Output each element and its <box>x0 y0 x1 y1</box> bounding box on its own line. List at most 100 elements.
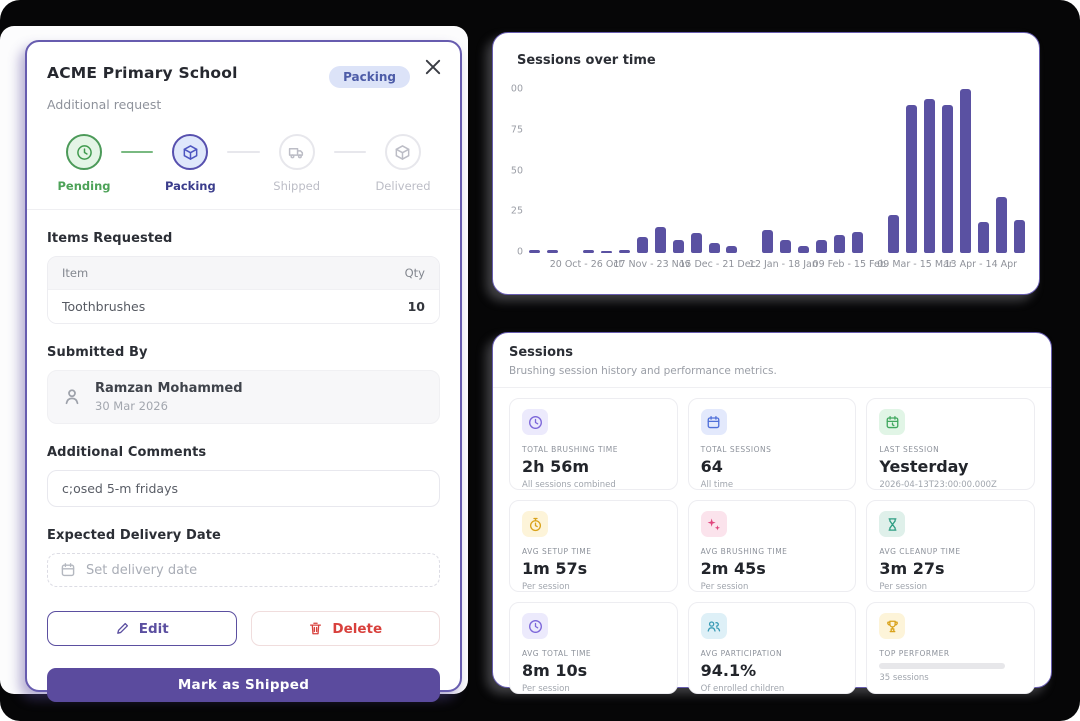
truck-icon <box>288 144 305 161</box>
stepper-step-pending: Pending <box>49 134 119 193</box>
redacted-value <box>879 663 1005 669</box>
metric-card: AVG TOTAL TIME 8m 10s Per session <box>509 602 678 694</box>
metrics-grid: TOTAL BRUSHING TIME 2h 56m All sessions … <box>509 398 1035 694</box>
metric-value: 94.1% <box>700 661 757 680</box>
y-tick-label: 25 <box>510 205 523 217</box>
x-tick-label: 09 Feb - 15 Feb <box>812 259 886 270</box>
request-details-modal: ACME Primary School Packing Additional r… <box>25 40 462 702</box>
column-qty: Qty <box>404 266 425 280</box>
metric-label: AVG SETUP TIME <box>522 547 592 556</box>
chart-bar <box>546 249 558 253</box>
stepper-label: Shipped <box>273 179 321 193</box>
calendar-icon <box>706 415 721 430</box>
metric-note: Of enrolled children <box>700 684 785 694</box>
users-icon <box>706 619 721 634</box>
sparkles-icon <box>706 517 721 532</box>
metric-note: All time <box>700 480 734 490</box>
metric-label: TOP PERFORMER <box>879 649 950 658</box>
chart-bar <box>780 239 792 253</box>
y-tick-label: 75 <box>510 124 523 136</box>
metric-card: TOTAL BRUSHING TIME 2h 56m All sessions … <box>509 398 678 490</box>
timer-icon <box>528 517 543 532</box>
x-tick-label: 20 Oct - 26 Oct <box>549 259 623 270</box>
x-tick-label: 17 Nov - 23 Nov <box>613 259 691 270</box>
metric-label: AVG BRUSHING TIME <box>700 547 788 556</box>
package-icon <box>394 144 411 161</box>
column-item: Item <box>62 266 89 280</box>
chart-bar <box>888 215 900 253</box>
items-requested-heading: Items Requested <box>47 231 173 246</box>
metric-value: 2h 56m <box>522 457 590 476</box>
sessions-metrics-card: Sessions Brushing session history and pe… <box>492 332 1052 694</box>
comments-field: c;osed 5-m fridays <box>47 470 440 507</box>
chart-bar <box>977 221 989 253</box>
chart-bar <box>923 98 935 253</box>
chart-bar <box>941 105 953 253</box>
modal-header: ACME Primary School Packing <box>47 58 441 88</box>
chart-bar <box>529 249 540 253</box>
metric-value: 1m 57s <box>522 559 588 578</box>
divider <box>493 387 1051 388</box>
metric-value: Yesterday <box>879 457 969 476</box>
table-header: Item Qty <box>48 257 439 289</box>
metric-value: 2m 45s <box>700 559 766 578</box>
chart-bar <box>995 197 1007 253</box>
metric-note: Per session <box>879 582 928 592</box>
metric-note: Per session <box>700 582 749 592</box>
chart-bar <box>582 249 594 253</box>
chart-bar <box>798 246 810 253</box>
calendar-clock-icon <box>885 415 900 430</box>
chart-bar <box>852 231 864 253</box>
metric-card: TOP PERFORMER 35 sessions <box>866 602 1035 694</box>
chart-bar <box>906 105 918 253</box>
modal-subtitle: Additional request <box>47 97 162 112</box>
chart-bar <box>816 239 828 253</box>
bar-series <box>529 89 1025 253</box>
submitted-by-card: Ramzan Mohammed 30 Mar 2026 <box>47 370 440 424</box>
calendar-icon <box>60 562 76 578</box>
package-icon <box>182 144 199 161</box>
clock-icon <box>76 144 93 161</box>
delete-button[interactable]: Delete <box>250 611 440 646</box>
stepper-label: Pending <box>57 179 111 193</box>
metric-card: AVG PARTICIPATION 94.1% Of enrolled chil… <box>687 602 857 694</box>
items-table: Item Qty Toothbrushes 10 <box>47 256 440 324</box>
additional-comments-heading: Additional Comments <box>47 445 207 460</box>
delivery-date-input[interactable]: Set delivery date <box>47 553 440 587</box>
chart-bar <box>762 230 774 253</box>
page-title: ACME Primary School <box>47 64 238 82</box>
chart-bar <box>1013 220 1025 253</box>
metric-label: TOTAL BRUSHING TIME <box>522 445 618 454</box>
status-badge: Packing <box>329 66 410 88</box>
metric-value: 64 <box>700 457 723 476</box>
metric-card: TOTAL SESSIONS 64 All time <box>687 398 857 490</box>
delivery-date-placeholder: Set delivery date <box>86 562 198 578</box>
pencil-icon <box>115 621 130 636</box>
stepper-connector <box>333 151 366 153</box>
stepper-step-shipped: Shipped <box>262 134 332 193</box>
metric-label: AVG TOTAL TIME <box>522 649 592 658</box>
trash-icon <box>308 621 323 636</box>
stepper-step-packing: Packing <box>155 134 225 193</box>
metric-label: TOTAL SESSIONS <box>700 445 772 454</box>
person-icon <box>62 387 82 407</box>
sessions-subtitle: Brushing session history and performance… <box>509 365 777 377</box>
x-tick-label: 15 Dec - 21 Dec <box>679 259 756 270</box>
close-button[interactable] <box>422 56 444 78</box>
chart-bar <box>690 233 702 253</box>
submitter-name: Ramzan Mohammed <box>95 381 243 396</box>
metric-note: Per session <box>522 582 570 592</box>
stepper-connector <box>227 151 260 153</box>
metric-label: AVG PARTICIPATION <box>700 649 783 658</box>
stepper-label: Delivered <box>375 179 431 193</box>
metric-card: AVG CLEANUP TIME 3m 27s Per session <box>866 500 1035 592</box>
edit-button[interactable]: Edit <box>47 611 237 646</box>
sessions-over-time-card: Sessions over time 00 75 50 25 0 20 Oct - 26 … <box>492 32 1040 295</box>
metric-note: 2026-04-13T23:00:00.000Z <box>879 480 997 490</box>
x-tick-label: 13 Apr - 14 Apr <box>944 259 1018 270</box>
hourglass-icon <box>885 517 900 532</box>
sessions-title: Sessions <box>509 345 574 360</box>
mark-as-shipped-button[interactable]: Mark as Shipped <box>47 668 440 702</box>
expected-delivery-heading: Expected Delivery Date <box>47 528 221 543</box>
